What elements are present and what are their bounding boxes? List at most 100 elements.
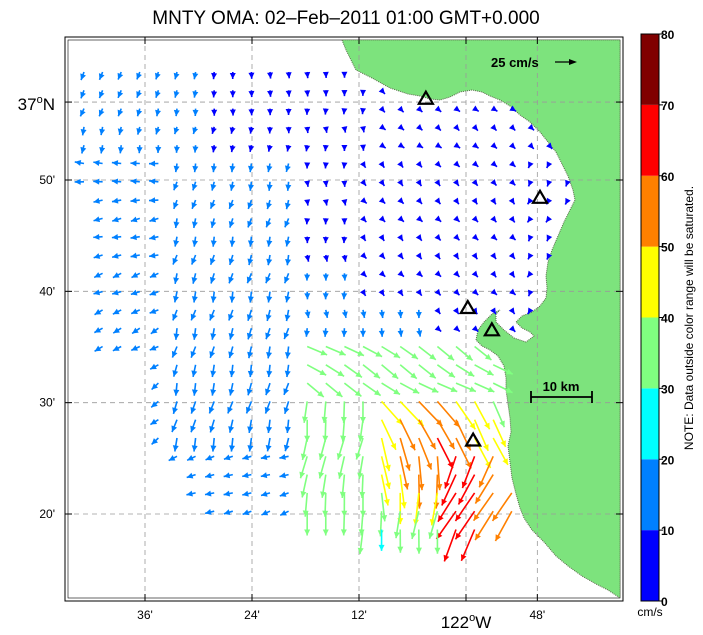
current-vector [360, 252, 368, 260]
current-vector [173, 90, 180, 98]
current-vector [246, 309, 253, 321]
current-vector [155, 126, 161, 135]
current-vector [228, 273, 234, 284]
current-vector [149, 234, 159, 241]
current-vector [490, 160, 498, 168]
current-vector [397, 252, 404, 260]
current-vector [79, 108, 86, 117]
current-vector [204, 509, 215, 515]
current-vector [492, 364, 514, 375]
plot-border [64, 36, 624, 602]
current-vector [284, 163, 291, 173]
reference-arrow-head [569, 59, 577, 65]
current-vector [248, 145, 255, 153]
current-vector [416, 215, 424, 223]
current-vector [173, 273, 180, 284]
current-vector [172, 401, 178, 415]
current-vector [453, 325, 461, 333]
current-vector [378, 87, 386, 95]
current-vector [393, 511, 401, 539]
current-vector [473, 401, 491, 430]
current-vector [304, 218, 311, 225]
current-vector [434, 179, 441, 187]
current-vector [471, 179, 479, 187]
current-vector [434, 233, 442, 242]
current-vector [130, 160, 140, 167]
current-vector [247, 254, 254, 266]
current-vector [229, 364, 236, 378]
current-vector [304, 199, 311, 206]
current-vector [266, 346, 273, 359]
current-vector [471, 233, 479, 241]
current-vector [461, 456, 476, 489]
current-vector [416, 124, 423, 131]
current-vector [229, 181, 236, 191]
current-vector [304, 254, 311, 262]
current-vector [267, 90, 274, 97]
current-vector [357, 456, 364, 480]
current-vector [474, 364, 494, 376]
current-vector [434, 197, 442, 205]
current-vector [304, 144, 311, 152]
current-vector [136, 126, 143, 135]
current-vector [246, 272, 253, 284]
current-vector [172, 364, 179, 377]
current-vector [172, 254, 179, 265]
current-vector [455, 400, 476, 430]
current-vector [360, 107, 367, 115]
current-vector [265, 272, 271, 284]
current-vector [434, 325, 442, 333]
current-vector [478, 455, 494, 488]
current-vector [341, 162, 348, 169]
current-vector [416, 142, 424, 149]
current-vector [285, 145, 292, 152]
current-vector [247, 199, 254, 210]
colorbar-tick-label: 70 [661, 99, 675, 113]
current-vector [471, 142, 480, 149]
current-vector [248, 108, 255, 116]
current-vector [341, 218, 348, 225]
current-vector [229, 163, 236, 173]
current-vector [455, 364, 475, 378]
current-vector [303, 328, 310, 337]
current-vector [242, 490, 252, 497]
current-vector [357, 529, 364, 555]
current-vector [380, 419, 397, 451]
current-vector [117, 145, 124, 154]
scale-bar: 10 km [530, 379, 593, 403]
current-vector [98, 71, 105, 81]
current-vector [545, 215, 552, 223]
current-vector [209, 309, 215, 321]
current-vector [546, 252, 553, 260]
current-vector [304, 236, 311, 244]
current-vector [191, 328, 198, 340]
current-vector [266, 254, 273, 266]
current-vector [304, 273, 311, 281]
current-vector [173, 145, 180, 153]
longitude-label: 122oW [441, 612, 492, 632]
current-vector [471, 252, 478, 260]
current-vector [228, 254, 235, 266]
colorbar-tick-label: 0 [661, 595, 668, 609]
current-vector [211, 108, 218, 116]
current-vector [210, 328, 217, 340]
current-vector [130, 178, 140, 185]
current-vector [191, 273, 198, 284]
current-vector [190, 309, 197, 321]
current-vector [80, 71, 86, 81]
current-vector [434, 270, 442, 278]
current-vector [492, 401, 506, 428]
current-vector [527, 179, 534, 187]
current-vector [223, 472, 233, 479]
current-vector [380, 492, 388, 522]
current-vector [98, 108, 105, 117]
current-vector [397, 328, 404, 337]
current-vector [378, 179, 386, 187]
current-vector [155, 108, 161, 117]
current-vector [508, 178, 516, 186]
current-vector [337, 456, 346, 479]
current-vector [266, 126, 273, 134]
current-vector [378, 105, 386, 113]
current-vector [322, 108, 329, 115]
current-vector [526, 270, 534, 278]
